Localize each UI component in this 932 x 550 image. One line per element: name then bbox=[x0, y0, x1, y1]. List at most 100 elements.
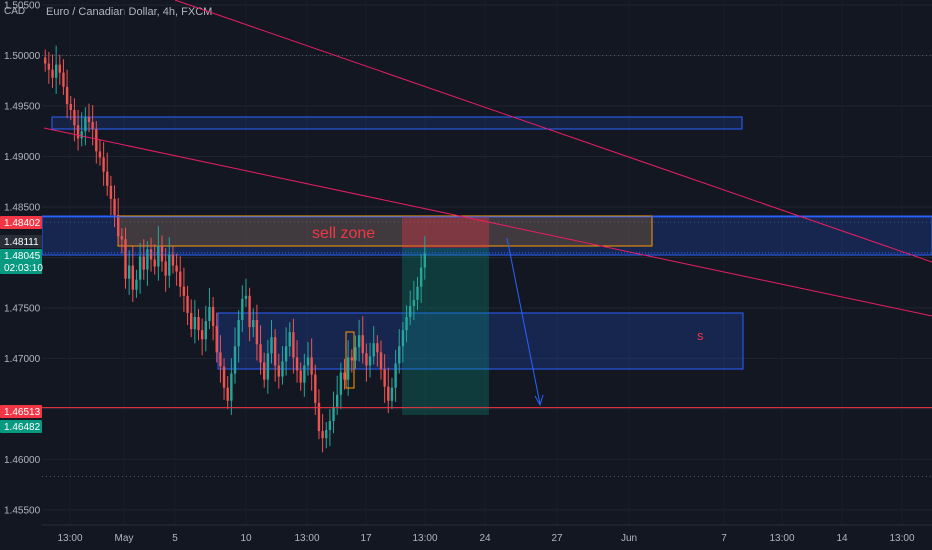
candle-body bbox=[58, 64, 61, 73]
candle-body bbox=[80, 131, 83, 139]
x-tick-label: 13:00 bbox=[889, 533, 914, 544]
y-tick-label: 1.50500 bbox=[4, 1, 41, 12]
candle-body bbox=[398, 346, 401, 364]
candle-body bbox=[310, 357, 313, 375]
candle-body bbox=[113, 198, 116, 216]
price-badge-label: 1.46482 bbox=[4, 422, 41, 433]
candle-body bbox=[51, 69, 54, 78]
candle-body bbox=[69, 103, 72, 111]
candle-body bbox=[273, 337, 277, 366]
x-tick-label: 17 bbox=[360, 533, 372, 544]
candle-body bbox=[146, 249, 149, 270]
candle-body bbox=[95, 129, 98, 152]
y-axis: 1.50500 1.50000 1.49500 1.49000 1.48500 1.480… bbox=[0, 0, 42, 550]
candle-body bbox=[157, 245, 160, 267]
candle-body bbox=[376, 343, 379, 353]
candle-body bbox=[252, 320, 255, 328]
candle-body bbox=[190, 312, 193, 330]
grid-lines bbox=[42, 0, 932, 525]
candle-body bbox=[405, 317, 408, 331]
price-badge-label: 1.48045 bbox=[4, 251, 41, 262]
y-tick-label: 1.45500 bbox=[4, 505, 41, 516]
y-tick-label: 1.46000 bbox=[4, 455, 41, 466]
upper-supply-zone bbox=[51, 116, 743, 130]
candle-body bbox=[73, 110, 76, 126]
candle-body bbox=[230, 373, 233, 401]
candle-body bbox=[303, 365, 306, 383]
candle-body bbox=[372, 343, 375, 357]
sell-zone-label: sell zone bbox=[312, 225, 375, 242]
candle-body bbox=[193, 317, 197, 330]
candle-body bbox=[124, 239, 127, 279]
candle-body bbox=[419, 267, 423, 287]
candle-body bbox=[168, 254, 171, 276]
candle-body bbox=[354, 347, 357, 361]
candle-body bbox=[306, 357, 310, 366]
candle-body bbox=[98, 151, 102, 158]
candle-body bbox=[383, 369, 386, 387]
candle-body bbox=[179, 271, 182, 287]
candle-body bbox=[164, 261, 167, 276]
y-axis-bg bbox=[0, 0, 42, 550]
candle-body bbox=[277, 365, 280, 377]
candle-body bbox=[288, 332, 291, 347]
candle-body bbox=[325, 430, 328, 439]
candle-body bbox=[295, 357, 299, 371]
candle-body bbox=[244, 295, 248, 299]
candle-body bbox=[131, 265, 134, 290]
candle-body bbox=[255, 320, 259, 345]
chart-title: Euro / Canadian Dollar, 4h, FXCM bbox=[46, 6, 213, 18]
price-badge bbox=[0, 249, 42, 262]
price-badge bbox=[0, 420, 42, 433]
price-badge bbox=[0, 216, 42, 229]
x-axis: 13:00 May 5 10 13:00 17 13:00 24 27 Jun 7 13:00 14 13… bbox=[42, 524, 932, 544]
price-badge bbox=[0, 261, 42, 274]
candle-body bbox=[153, 259, 156, 267]
candle-body bbox=[259, 344, 262, 363]
candle-body bbox=[321, 431, 324, 439]
candle-body bbox=[365, 353, 368, 366]
candles-layer bbox=[44, 45, 426, 453]
candle-body bbox=[44, 57, 47, 64]
candle-body bbox=[339, 372, 343, 395]
candle-body bbox=[332, 406, 335, 422]
x-tick-label: 13:00 bbox=[57, 533, 82, 544]
price-badge-label: 02:03:10 bbox=[4, 263, 43, 274]
projection-arrow-head bbox=[534, 394, 544, 407]
candle-body bbox=[270, 337, 273, 354]
candle-body bbox=[263, 362, 266, 380]
candle-body bbox=[138, 256, 142, 280]
x-tick-label: 13:00 bbox=[294, 533, 319, 544]
take-profit-area bbox=[402, 248, 489, 415]
candle-body bbox=[368, 356, 372, 366]
candle-body bbox=[142, 256, 145, 270]
candle-body bbox=[361, 335, 364, 354]
overlays-layer: sell zone s bbox=[42, 0, 932, 409]
y-tick-label: 1.49000 bbox=[4, 152, 41, 163]
x-tick-label: 13:00 bbox=[412, 533, 437, 544]
candle-body bbox=[401, 330, 405, 347]
candle-body bbox=[317, 402, 321, 432]
highlight-box bbox=[345, 331, 355, 389]
candle-body bbox=[62, 72, 65, 87]
x-tick-label: 14 bbox=[836, 533, 848, 544]
trend-line-lower bbox=[43, 127, 932, 317]
candle-body bbox=[54, 64, 58, 78]
candle-body bbox=[266, 353, 270, 380]
x-tick-label: 7 bbox=[721, 533, 727, 544]
projection-arrow bbox=[506, 237, 541, 405]
s-label: s bbox=[697, 328, 704, 343]
y-tick-label: 1.49500 bbox=[4, 102, 41, 113]
candle-body bbox=[423, 253, 426, 268]
candle-body bbox=[314, 374, 317, 403]
candle-body bbox=[284, 346, 288, 362]
candle-body bbox=[379, 352, 383, 370]
candle-body bbox=[390, 387, 394, 401]
x-tick-label: 27 bbox=[551, 533, 563, 544]
candle-body bbox=[292, 332, 295, 358]
candle-body bbox=[248, 295, 251, 328]
support-zone bbox=[217, 312, 744, 370]
candle-body bbox=[102, 157, 105, 172]
price-badge-label: 1.48111 bbox=[4, 237, 39, 248]
